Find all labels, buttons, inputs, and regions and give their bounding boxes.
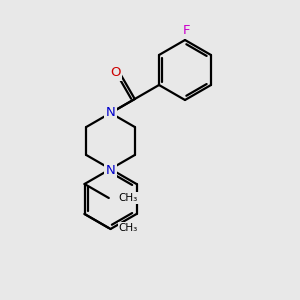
- Text: N: N: [106, 164, 116, 176]
- Text: CH₃: CH₃: [119, 193, 138, 203]
- Text: N: N: [106, 106, 116, 118]
- Text: F: F: [183, 25, 191, 38]
- Text: N: N: [106, 106, 116, 119]
- Text: CH₃: CH₃: [119, 223, 138, 233]
- Text: O: O: [110, 66, 121, 79]
